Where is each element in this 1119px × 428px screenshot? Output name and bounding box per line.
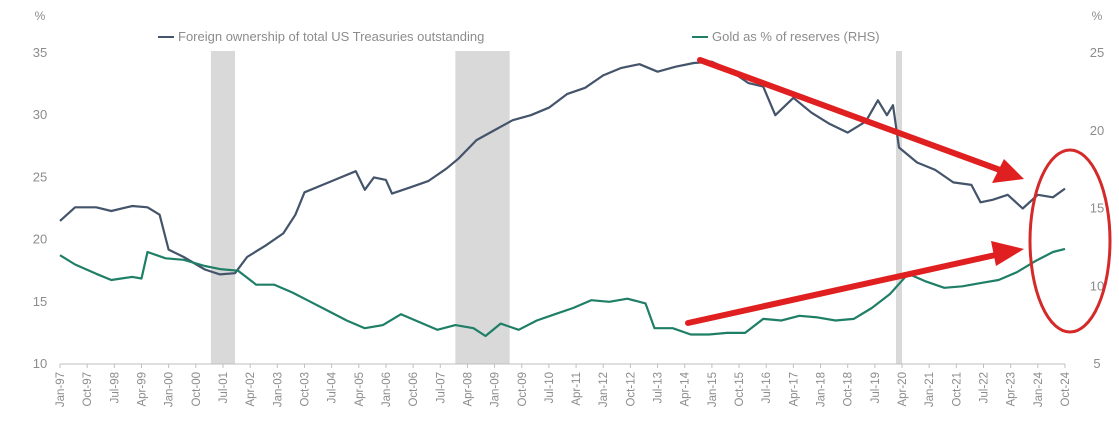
left-axis-unit: %	[35, 9, 46, 23]
x-tick-label: Oct-12	[625, 372, 637, 407]
x-tick-label: Jul-01	[218, 372, 230, 403]
left-tick-label: 15	[33, 294, 47, 309]
right-axis-ticks: 5 10 15 20 25	[1090, 45, 1104, 371]
legend-label-foreign-ownership: Foreign ownership of total US Treasuries…	[178, 29, 484, 44]
x-tick-label: Apr-20	[897, 372, 909, 407]
x-tick-label: Apr-02	[245, 372, 257, 407]
x-tick-label: Oct-21	[951, 372, 963, 407]
x-tick-label: Jul-04	[327, 371, 339, 403]
left-axis-ticks: 10 15 20 25 30 35	[33, 45, 47, 371]
arrow-down-annotation	[697, 57, 1003, 173]
left-tick-label: 10	[33, 356, 47, 371]
x-tick-label: Apr-23	[1006, 372, 1018, 407]
x-tick-label: Jan-12	[598, 372, 610, 407]
x-tick-label: Oct-00	[191, 372, 203, 407]
x-tick-label: Jul-16	[761, 372, 773, 403]
left-tick-label: 35	[33, 45, 47, 60]
x-tick-label: Oct-15	[734, 372, 746, 407]
arrow-up-annotation	[685, 251, 1003, 326]
x-tick-label: Jul-07	[435, 372, 447, 403]
x-tick-label: Apr-14	[680, 371, 692, 406]
arrow-down-head	[992, 159, 1024, 183]
legend: Foreign ownership of total US Treasuries…	[158, 29, 880, 44]
x-tick-label: Jan-09	[490, 372, 502, 407]
right-tick-label: 10	[1090, 278, 1104, 293]
left-tick-label: 30	[33, 107, 47, 122]
x-tick-label: Jan-15	[707, 372, 719, 407]
x-tick-label: Oct-24	[1060, 371, 1072, 406]
x-tick-label: Jul-13	[653, 372, 665, 403]
x-tick-label: Jul-19	[870, 372, 882, 403]
x-tick-label: Jan-03	[272, 372, 284, 407]
shaded-period-1	[210, 51, 236, 364]
x-tick-label: Oct-09	[517, 372, 529, 407]
shaded-period-3	[895, 51, 903, 364]
x-tick-label: Jan-21	[924, 372, 936, 407]
x-tick-label: Apr-99	[136, 372, 148, 407]
x-tick-label: Apr-05	[354, 372, 366, 407]
x-tick-label: Jan-06	[381, 372, 393, 407]
x-tick-label: Jan-24	[1033, 371, 1045, 407]
x-tick-label: Apr-11	[571, 372, 583, 406]
shaded-period-2	[455, 51, 510, 364]
right-tick-label: 20	[1090, 123, 1104, 138]
right-tick-label: 25	[1090, 45, 1104, 60]
x-tick-label: Oct-06	[408, 372, 420, 407]
left-tick-label: 20	[33, 232, 47, 247]
x-tick-label: Apr-08	[462, 372, 474, 407]
x-tick-label: Oct-18	[843, 372, 855, 407]
x-tick-label: Jul-10	[544, 372, 556, 403]
series-line-foreign-ownership	[59, 60, 1066, 276]
right-tick-label: 15	[1090, 201, 1104, 216]
legend-label-gold-reserves: Gold as % of reserves (RHS)	[712, 29, 880, 44]
highlight-circle-annotation	[1028, 148, 1112, 334]
series-line-gold-reserves	[59, 247, 1066, 338]
right-axis-unit: %	[1092, 9, 1103, 23]
annotations	[685, 57, 1112, 334]
x-tick-label: Jul-98	[109, 372, 121, 403]
x-tick-label: Oct-03	[299, 372, 311, 407]
x-tick-label: Jan-18	[816, 372, 828, 407]
x-tick-label: Apr-17	[788, 372, 800, 407]
x-tick-label: Jan-97	[55, 372, 67, 407]
x-tick-label: Oct-97	[82, 372, 94, 407]
x-tick-label: Jan-00	[164, 372, 176, 407]
shaded-periods	[210, 51, 903, 364]
right-tick-label: 5	[1093, 356, 1100, 371]
arrow-up-head	[991, 241, 1024, 266]
x-axis-ticks: Jan-97 Oct-97 Jul-98 Apr-99 Jan-00 Oct-00 Jul-…	[55, 364, 1072, 407]
x-tick-label: Jul-22	[979, 372, 991, 403]
left-tick-label: 25	[33, 169, 47, 184]
